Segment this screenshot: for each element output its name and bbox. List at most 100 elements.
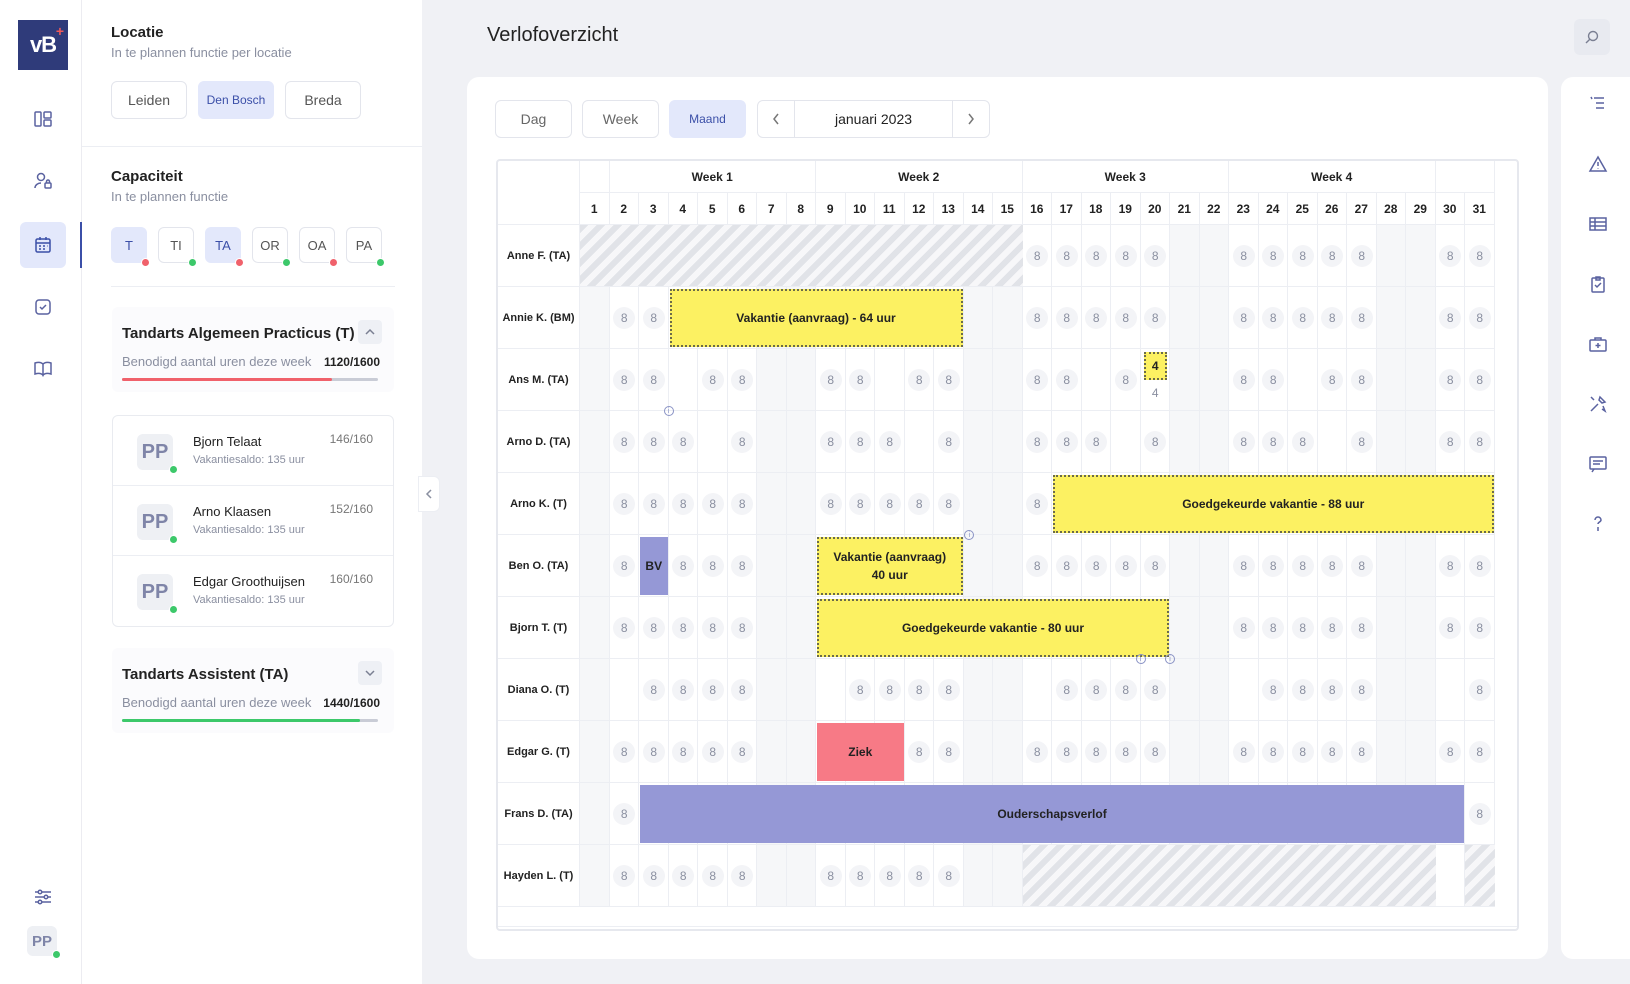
day-cell[interactable]	[639, 349, 669, 411]
capacity-chip-pa[interactable]: PA	[346, 227, 385, 267]
day-cell[interactable]	[786, 845, 816, 907]
day-cell[interactable]	[875, 659, 905, 721]
day-cell[interactable]	[845, 411, 875, 473]
day-cell[interactable]	[1111, 349, 1141, 411]
capacity-chip-ti[interactable]: TI	[158, 227, 197, 267]
day-cell[interactable]	[727, 659, 757, 721]
day-cell[interactable]	[816, 411, 846, 473]
day-cell[interactable]	[1435, 287, 1465, 349]
nav-settings[interactable]	[20, 874, 66, 920]
nav-tasks[interactable]	[20, 284, 66, 330]
day-cell[interactable]	[934, 473, 964, 535]
expand-group-button[interactable]	[358, 661, 382, 685]
day-cell[interactable]	[1317, 349, 1347, 411]
day-cell[interactable]	[639, 659, 669, 721]
day-cell[interactable]	[1052, 349, 1082, 411]
day-cell[interactable]	[1199, 411, 1229, 473]
day-cell[interactable]	[639, 845, 669, 907]
day-cell[interactable]	[1376, 597, 1406, 659]
day-cell[interactable]	[1376, 721, 1406, 783]
day-cell[interactable]	[1406, 349, 1436, 411]
day-cell[interactable]	[1199, 287, 1229, 349]
day-cell[interactable]	[1288, 287, 1318, 349]
day-cell[interactable]	[1081, 349, 1111, 411]
day-cell[interactable]	[727, 535, 757, 597]
info-icon[interactable]: i	[1165, 654, 1175, 664]
day-cell[interactable]	[1229, 721, 1259, 783]
day-cell[interactable]	[757, 473, 787, 535]
day-cell[interactable]	[1170, 349, 1200, 411]
day-cell[interactable]	[1347, 287, 1377, 349]
day-cell[interactable]	[668, 845, 698, 907]
day-cell[interactable]	[786, 473, 816, 535]
day-cell[interactable]	[1229, 411, 1259, 473]
day-cell[interactable]	[1347, 721, 1377, 783]
day-cell[interactable]	[1170, 411, 1200, 473]
day-cell[interactable]	[1288, 225, 1318, 287]
info-icon[interactable]: i	[964, 530, 975, 540]
day-cell[interactable]	[934, 659, 964, 721]
day-cell[interactable]	[1435, 659, 1465, 721]
day-cell[interactable]	[1140, 535, 1170, 597]
day-cell[interactable]	[1140, 225, 1170, 287]
day-cell[interactable]	[609, 411, 639, 473]
day-cell[interactable]	[963, 473, 993, 535]
day-cell[interactable]	[727, 597, 757, 659]
day-cell[interactable]	[1258, 349, 1288, 411]
collapse-group-button[interactable]	[358, 320, 382, 344]
day-cell[interactable]	[845, 473, 875, 535]
day-cell[interactable]	[1022, 535, 1052, 597]
day-cell[interactable]	[1140, 287, 1170, 349]
day-cell[interactable]	[1376, 287, 1406, 349]
day-cell[interactable]	[580, 411, 610, 473]
day-cell[interactable]	[1170, 287, 1200, 349]
locatie-option-leiden[interactable]: Leiden	[111, 81, 187, 119]
day-cell[interactable]	[757, 349, 787, 411]
tools-button[interactable]	[1586, 392, 1610, 416]
day-cell[interactable]	[609, 287, 639, 349]
day-cell[interactable]	[1465, 535, 1495, 597]
day-cell[interactable]	[639, 411, 669, 473]
next-month-button[interactable]	[953, 101, 989, 137]
nav-dashboard[interactable]	[20, 96, 66, 142]
view-dag-button[interactable]: Dag	[495, 100, 572, 138]
day-cell[interactable]	[1111, 411, 1141, 473]
day-cell[interactable]	[1376, 349, 1406, 411]
day-cell[interactable]	[816, 349, 846, 411]
day-cell[interactable]	[1288, 411, 1318, 473]
nav-docs[interactable]	[20, 346, 66, 392]
day-cell[interactable]	[1081, 287, 1111, 349]
day-cell[interactable]	[1465, 597, 1495, 659]
day-cell[interactable]	[698, 535, 728, 597]
day-cell[interactable]	[934, 535, 964, 597]
day-cell[interactable]	[1347, 535, 1377, 597]
day-cell[interactable]	[1317, 721, 1347, 783]
day-cell[interactable]	[1052, 659, 1082, 721]
day-cell[interactable]	[639, 597, 669, 659]
day-cell[interactable]	[1347, 225, 1377, 287]
locatie-option-den-bosch[interactable]: Den Bosch	[198, 81, 274, 119]
day-cell[interactable]	[757, 535, 787, 597]
day-cell[interactable]	[1140, 597, 1170, 659]
day-cell[interactable]	[875, 473, 905, 535]
day-cell[interactable]	[1199, 349, 1229, 411]
day-cell[interactable]	[875, 721, 905, 783]
day-cell[interactable]	[1229, 659, 1259, 721]
leave-event[interactable]: Vakantie (aanvraag) 40 uur	[817, 537, 963, 595]
day-cell[interactable]	[1406, 597, 1436, 659]
day-cell[interactable]	[1170, 721, 1200, 783]
day-cell[interactable]	[1288, 659, 1318, 721]
day-cell[interactable]	[1258, 535, 1288, 597]
person-row[interactable]: PP Edgar Groothuijsen Vakantiesaldo: 135 u…	[113, 556, 393, 626]
day-cell[interactable]	[668, 721, 698, 783]
day-cell[interactable]	[609, 845, 639, 907]
day-cell[interactable]	[1081, 411, 1111, 473]
day-cell[interactable]	[1022, 659, 1052, 721]
day-cell[interactable]	[639, 721, 669, 783]
day-cell[interactable]	[1199, 597, 1229, 659]
day-cell[interactable]	[727, 349, 757, 411]
day-cell[interactable]	[668, 411, 698, 473]
day-cell[interactable]	[1317, 597, 1347, 659]
day-cell[interactable]	[609, 349, 639, 411]
day-cell[interactable]	[1081, 225, 1111, 287]
